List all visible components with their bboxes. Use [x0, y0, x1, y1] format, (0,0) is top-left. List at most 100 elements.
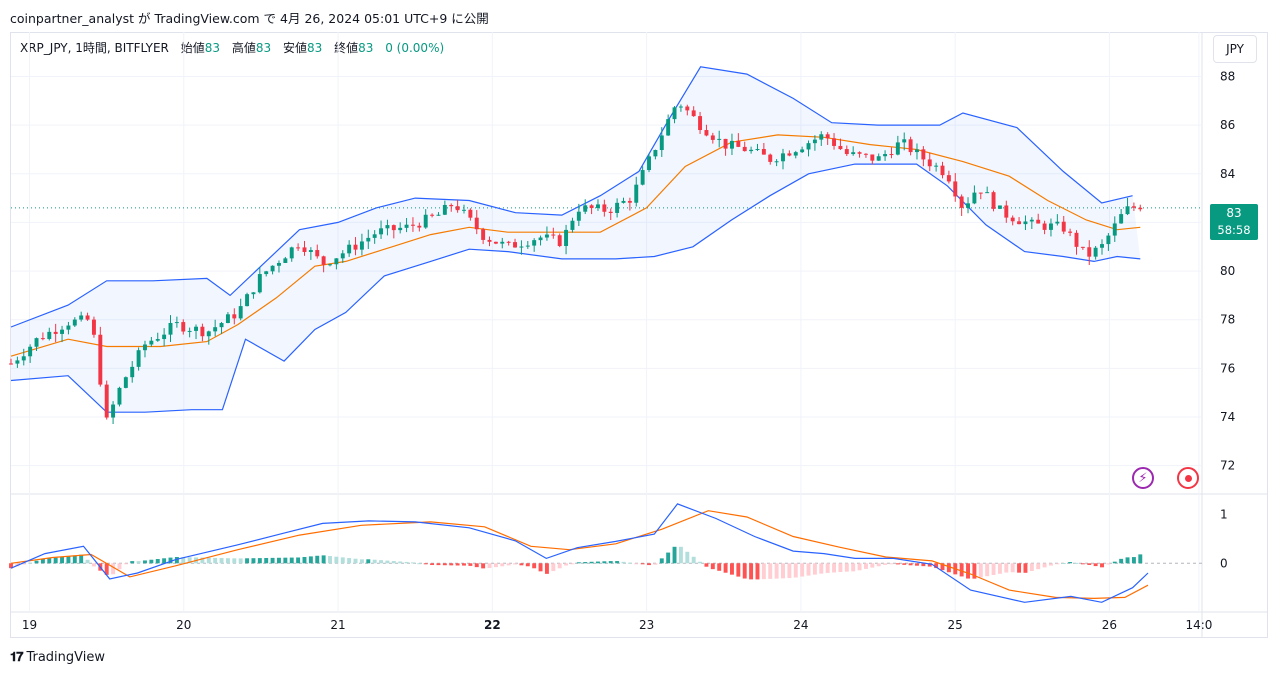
brand-footer[interactable]: 𝟏𝟕 TradingView: [10, 650, 105, 665]
macd-histogram-bar: [538, 563, 543, 572]
candle-body: [289, 247, 294, 259]
macd-histogram-bar: [136, 561, 141, 564]
candle-body: [385, 225, 390, 229]
candle-body: [800, 149, 805, 153]
candle-body: [232, 314, 237, 319]
macd-histogram-bar: [359, 559, 364, 564]
candle-body: [359, 241, 364, 250]
macd-histogram-bar: [47, 558, 52, 564]
macd-histogram-bar: [34, 560, 39, 564]
bolt-icon[interactable]: ⚡: [1132, 467, 1154, 489]
candle-body: [340, 253, 345, 259]
candle-body: [21, 356, 26, 361]
candle-body: [149, 340, 154, 345]
candle-body: [621, 200, 626, 203]
macd-histogram-bar: [123, 563, 128, 565]
macd-histogram-bar: [442, 563, 447, 566]
macd-histogram-bar: [710, 563, 715, 570]
candles: [9, 104, 1143, 425]
macd-tick-label: 0: [1220, 556, 1228, 570]
macd-histogram-bar: [768, 563, 773, 579]
macd-histogram-bar: [308, 556, 313, 564]
candle-body: [589, 205, 594, 209]
candle-body: [570, 220, 575, 230]
macd-histogram-bar: [283, 557, 288, 564]
macd-histogram-bar: [187, 557, 192, 564]
candle-body: [749, 149, 754, 152]
candle-body: [1023, 221, 1028, 225]
candle-body: [200, 326, 205, 337]
macd-histogram-bar: [1087, 563, 1092, 565]
macd-histogram-bar: [615, 561, 620, 564]
last-price-tag: 83 58:58: [1210, 204, 1258, 240]
macd-histogram-bar: [1017, 563, 1022, 573]
candle-body: [410, 224, 415, 226]
macd-histogram-bar: [876, 563, 881, 567]
candle-body: [1036, 219, 1041, 224]
candle-body: [347, 244, 352, 254]
macd-histogram-bar: [889, 563, 894, 565]
candle-body: [315, 250, 320, 257]
candle-body: [493, 241, 498, 244]
candle-body: [251, 292, 256, 295]
macd-histogram-bar: [602, 561, 607, 564]
macd-histogram-bar: [181, 557, 186, 564]
candle-body: [659, 135, 664, 151]
candle-body: [28, 346, 33, 357]
candle-body: [959, 196, 964, 208]
candle-body: [104, 384, 109, 418]
macd-histogram-bar: [551, 563, 556, 572]
candle-body: [168, 322, 173, 335]
macd-histogram-bar: [1029, 563, 1034, 571]
x-tick-label: 23: [639, 618, 654, 632]
macd-histogram-bar: [525, 563, 530, 567]
publish-caption: coinpartner_analyst が TradingView.com で …: [10, 11, 489, 26]
candle-body: [117, 387, 122, 405]
macd-histogram-bar: [921, 563, 926, 567]
candle-body: [136, 350, 141, 367]
candle-body: [525, 245, 530, 247]
candle-body: [283, 258, 288, 263]
macd-histogram-bar: [608, 561, 613, 564]
candle-body: [513, 242, 518, 248]
macd-histogram-bar: [1036, 563, 1041, 570]
candle-body: [768, 154, 773, 162]
currency-button[interactable]: JPY: [1213, 35, 1257, 63]
macd-histogram-bar: [1049, 563, 1053, 566]
candle-body: [79, 315, 84, 320]
candle-body: [678, 106, 683, 108]
y-tick-label: 86: [1220, 118, 1235, 132]
macd-histogram-bar: [1023, 563, 1028, 573]
candle-body: [194, 326, 198, 331]
candle-body: [966, 203, 970, 208]
candle-body: [915, 149, 919, 153]
macd-histogram-bar: [72, 555, 77, 564]
macd-histogram-bar: [640, 563, 645, 565]
macd-histogram-bar: [111, 563, 116, 575]
candle-body: [729, 140, 734, 149]
macd-histogram-bar: [506, 563, 511, 566]
macd-histogram-bar: [404, 561, 409, 564]
macd-histogram-bar: [149, 559, 154, 564]
candle-body: [174, 322, 179, 324]
record-icon[interactable]: [1177, 467, 1199, 489]
x-tick-label: 21: [330, 618, 345, 632]
macd-histogram-bar: [155, 559, 160, 564]
candle-body: [1010, 217, 1015, 222]
macd-histogram-bar: [1138, 554, 1143, 564]
y-tick-label: 72: [1220, 459, 1235, 473]
y-tick-label: 78: [1220, 313, 1235, 327]
candle-body: [927, 159, 932, 167]
macd-histogram-bar: [659, 558, 664, 564]
symbol-label[interactable]: XRP_JPY, 1時間, BITFLYER: [20, 41, 169, 55]
macd-histogram-bar: [653, 563, 658, 565]
macd-histogram-bar: [1100, 563, 1104, 568]
candle-body: [130, 366, 135, 378]
macd-histogram-bar: [436, 563, 441, 566]
candle-body: [1138, 207, 1143, 210]
candle-body: [277, 262, 281, 266]
change-value: 0 (0.00%): [385, 41, 445, 55]
y-tick-label: 74: [1220, 410, 1235, 424]
macd-histogram-bar: [742, 563, 747, 579]
